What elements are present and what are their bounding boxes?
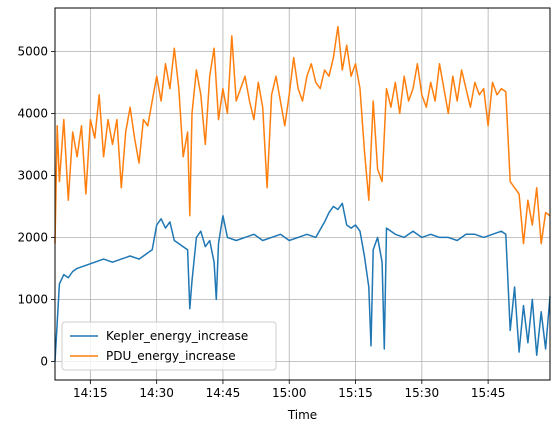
- x-tick-label: 14:15: [73, 386, 108, 400]
- x-tick-label: 15:00: [272, 386, 307, 400]
- legend-label: Kepler_energy_increase: [106, 329, 248, 343]
- x-tick-label: 14:45: [206, 386, 241, 400]
- x-tick-label: 14:30: [139, 386, 174, 400]
- x-axis-label: Time: [287, 408, 317, 422]
- x-tick-label: 15:30: [405, 386, 440, 400]
- x-axis-ticks: 14:15 14:30 14:45 15:00 15:15 15:30 15:45: [73, 380, 505, 400]
- y-tick-label: 1000: [17, 292, 48, 306]
- y-tick-label: 2000: [17, 230, 48, 244]
- legend-box: [61, 321, 277, 371]
- y-tick-label: 0: [40, 354, 48, 368]
- legend: Kepler_energy_increase PDU_energy_increas…: [61, 321, 277, 371]
- x-tick-label: 15:15: [338, 386, 373, 400]
- plot-area-frame: [54, 7, 551, 381]
- y-tick-label: 4000: [17, 106, 48, 120]
- series-layer: [54, 25, 551, 362]
- y-axis-ticks: 0 1000 2000 3000 4000 5000: [17, 44, 55, 368]
- y-tick-label: 5000: [17, 44, 48, 58]
- series-line-kepler-energy-increase: [54, 202, 551, 362]
- x-tick-label: 15:45: [471, 386, 506, 400]
- series-line-pdu-energy-increase: [54, 25, 551, 245]
- legend-label: PDU_energy_increase: [106, 349, 236, 363]
- y-tick-label: 3000: [17, 168, 48, 182]
